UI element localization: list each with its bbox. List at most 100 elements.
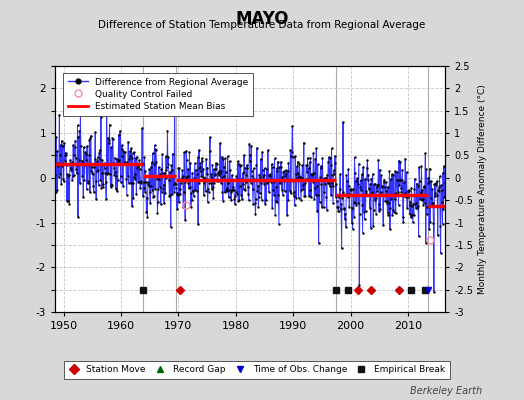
Point [236, 162, 245, 168]
Point [331, 160, 340, 166]
Point [201, 175, 209, 181]
Point [211, 171, 220, 178]
Point [149, 193, 158, 199]
Point [212, 166, 221, 172]
Point [67, 167, 75, 173]
Point [332, 194, 340, 200]
Text: Difference of Station Temperature Data from Regional Average: Difference of Station Temperature Data f… [99, 20, 425, 30]
Point [285, 177, 293, 183]
Point [431, 189, 439, 196]
Legend: Station Move, Record Gap, Time of Obs. Change, Empirical Break: Station Move, Record Gap, Time of Obs. C… [64, 361, 450, 379]
Point [398, 166, 407, 173]
Point [231, 193, 239, 199]
Point [398, 177, 406, 183]
Point [368, 171, 377, 177]
Point [131, 175, 139, 182]
Point [437, 182, 445, 188]
Point [107, 182, 116, 188]
Point [348, 226, 357, 232]
Point [238, 180, 247, 187]
Point [351, 200, 359, 206]
Point [118, 152, 127, 159]
Point [110, 164, 118, 171]
Point [113, 156, 121, 162]
Point [115, 157, 123, 164]
Point [219, 156, 227, 162]
Point [134, 162, 143, 169]
Point [423, 204, 431, 211]
Point [245, 197, 253, 203]
Point [434, 187, 442, 193]
Point [226, 189, 235, 195]
Point [323, 206, 331, 213]
Point [188, 196, 196, 203]
Point [411, 200, 419, 207]
Point [423, 180, 432, 186]
Point [120, 160, 128, 166]
Point [325, 183, 334, 190]
Point [265, 171, 274, 178]
Point [339, 119, 347, 125]
Point [329, 180, 337, 186]
Point [235, 160, 243, 167]
Point [424, 175, 432, 181]
Point [74, 214, 82, 220]
Point [197, 173, 205, 179]
Point [408, 203, 416, 209]
Point [227, 196, 235, 203]
Point [269, 178, 278, 185]
Point [375, 208, 383, 214]
Point [303, 155, 312, 161]
Point [202, 171, 211, 177]
Point [368, 191, 376, 197]
Point [116, 178, 125, 185]
Point [216, 140, 224, 146]
Point [244, 191, 253, 198]
Point [365, 186, 374, 192]
Point [411, 205, 420, 211]
Point [373, 182, 381, 188]
Point [341, 211, 350, 217]
Point [130, 149, 139, 156]
Point [326, 162, 335, 168]
Point [95, 150, 103, 156]
Point [409, 200, 418, 207]
Point [263, 180, 271, 186]
Point [252, 211, 260, 217]
Point [141, 179, 150, 186]
Point [64, 198, 73, 204]
Point [139, 179, 148, 185]
Point [294, 170, 302, 176]
Point [272, 184, 280, 190]
Point [298, 162, 307, 168]
Point [68, 159, 76, 166]
Point [155, 176, 163, 182]
Point [221, 155, 230, 161]
Point [183, 173, 192, 180]
Point [119, 148, 128, 154]
Point [141, 168, 150, 174]
Legend: Difference from Regional Average, Quality Control Failed, Estimated Station Mean: Difference from Regional Average, Qualit… [63, 73, 253, 116]
Point [132, 191, 140, 197]
Point [428, 186, 436, 192]
Point [138, 161, 147, 167]
Point [232, 189, 240, 196]
Point [347, 186, 355, 193]
Point [413, 182, 422, 189]
Point [346, 186, 354, 192]
Point [150, 142, 159, 148]
Point [124, 138, 133, 145]
Point [236, 163, 244, 169]
Point [186, 160, 194, 166]
Point [440, 194, 449, 200]
Point [340, 205, 348, 212]
Point [247, 142, 255, 149]
Point [387, 196, 396, 202]
Point [353, 175, 361, 182]
Point [425, 226, 433, 232]
Point [290, 189, 298, 196]
Point [314, 240, 323, 246]
Point [54, 174, 63, 180]
Point [111, 154, 119, 161]
Point [256, 190, 264, 196]
